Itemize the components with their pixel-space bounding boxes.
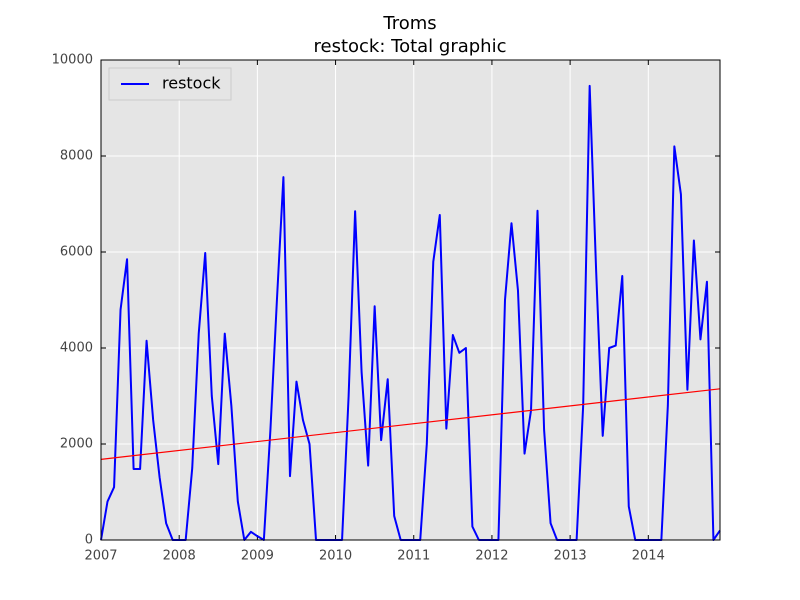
plot-frame <box>100 59 721 541</box>
legend-label: restock <box>162 74 221 93</box>
y-tick-label: 6000 <box>60 245 93 260</box>
x-tick-label: 2009 <box>241 549 274 564</box>
y-tick-label: 8000 <box>60 149 93 164</box>
x-tick-label: 2011 <box>397 549 430 564</box>
plot-area <box>101 60 720 540</box>
trend-line <box>100 388 721 460</box>
x-tick-label: 2012 <box>475 549 508 564</box>
y-tick-label: 4000 <box>60 341 93 356</box>
y-tick-label: 0 <box>85 533 93 548</box>
x-tick-label: 2014 <box>632 549 665 564</box>
x-tick-label: 2008 <box>163 549 196 564</box>
x-tick-label: 2007 <box>84 549 117 564</box>
x-tick-label: 2013 <box>554 549 587 564</box>
x-tick-label: 2010 <box>319 549 352 564</box>
y-tick-label: 2000 <box>60 437 93 452</box>
chart-title: Troms <box>382 13 436 34</box>
chart-subtitle: restock: Total graphic <box>314 36 507 57</box>
legend-box <box>108 67 232 101</box>
y-tick-label: 10000 <box>52 53 93 68</box>
